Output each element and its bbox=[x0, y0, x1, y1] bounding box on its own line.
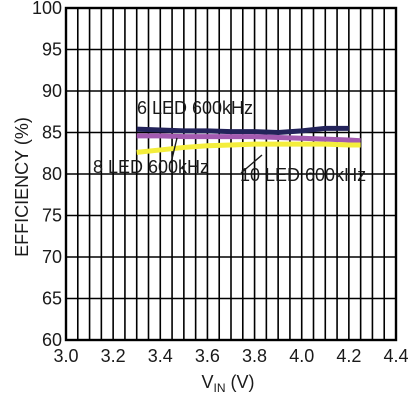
annotations: 6 LED 600kHz 8 LED 600kHz 10 LED 600kHz bbox=[93, 98, 366, 185]
y-tick-label: 90 bbox=[42, 81, 62, 101]
annotation-leader-8-led bbox=[170, 137, 178, 164]
x-tick-label: 4.0 bbox=[289, 346, 314, 366]
x-tick-label: 3.4 bbox=[148, 346, 173, 366]
annotation-10-led: 10 LED 600kHz bbox=[240, 165, 366, 185]
annotation-6-led: 6 LED 600kHz bbox=[137, 98, 253, 118]
x-axis-title-main: V bbox=[201, 372, 213, 392]
series-6-led-line bbox=[136, 125, 349, 135]
grid bbox=[64, 6, 398, 342]
series-10-led-line bbox=[136, 141, 361, 155]
y-tick-label: 80 bbox=[42, 164, 62, 184]
x-axis-title-subscript: IN bbox=[214, 381, 226, 395]
y-tick-label: 70 bbox=[42, 247, 62, 267]
plot-frame bbox=[64, 6, 398, 342]
annotation-leader-10-led bbox=[240, 154, 263, 174]
y-tick-label: 100 bbox=[32, 0, 62, 18]
x-tick-label: 3.2 bbox=[101, 346, 126, 366]
series-layer bbox=[136, 125, 361, 155]
x-axis-title-unit: (V) bbox=[226, 372, 255, 392]
annotation-8-led: 8 LED 600kHz bbox=[93, 157, 209, 177]
x-tick-label: 3.6 bbox=[195, 346, 220, 366]
y-tick-label: 95 bbox=[42, 40, 62, 60]
tick-labels: 3.0 3.2 3.4 3.6 3.8 4.0 4.2 4.4 60 65 70 75 80 85 90 95… bbox=[32, 0, 409, 366]
x-tick-label: 4.4 bbox=[383, 346, 408, 366]
y-axis-title: EFFICIENCY (%) bbox=[12, 117, 32, 257]
y-tick-label: 65 bbox=[42, 289, 62, 309]
x-tick-label: 4.2 bbox=[336, 346, 361, 366]
y-tick-label: 85 bbox=[42, 123, 62, 143]
x-tick-label: 3.8 bbox=[242, 346, 267, 366]
x-axis-title: VIN (V) bbox=[201, 372, 254, 395]
y-tick-label: 60 bbox=[42, 330, 62, 350]
y-tick-label: 75 bbox=[42, 206, 62, 226]
series-8-led-line bbox=[136, 133, 361, 144]
x-tick-label: 3.0 bbox=[53, 346, 78, 366]
